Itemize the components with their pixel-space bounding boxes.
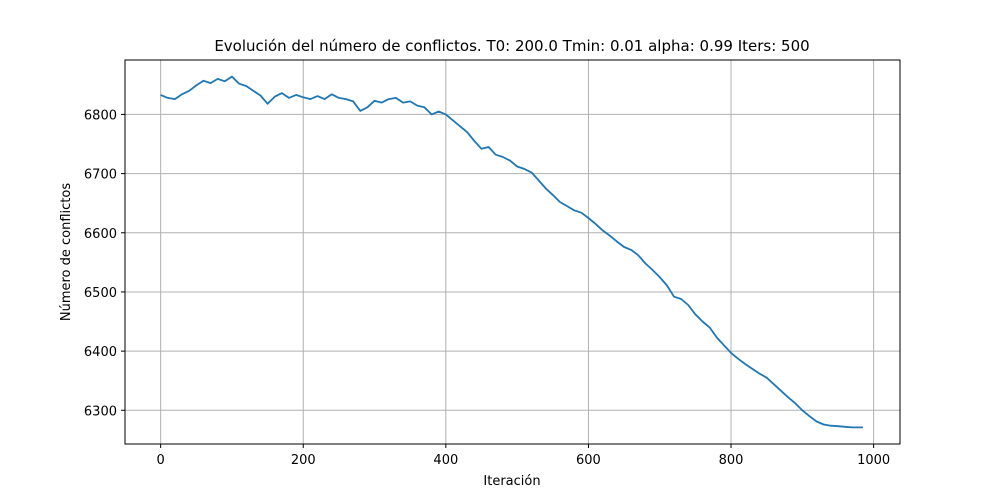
- y-tick-label: 6300: [84, 404, 117, 419]
- y-axis-label: Número de conflictos: [59, 183, 74, 321]
- x-tick-label: 400: [433, 453, 458, 468]
- y-tick-label: 6800: [84, 108, 117, 123]
- x-tick-label: 600: [576, 453, 601, 468]
- y-tick-label: 6400: [84, 345, 117, 360]
- y-tick-label: 6600: [84, 227, 117, 242]
- grid-lines: [125, 60, 900, 444]
- chart-title: Evolución del número de conflictos. T0: …: [214, 37, 809, 55]
- x-tick-label: 800: [719, 453, 744, 468]
- y-tick-label: 6500: [84, 286, 117, 301]
- series-line: [160, 75, 863, 429]
- y-tick-label: 6700: [84, 168, 117, 183]
- x-tick-label: 0: [157, 453, 165, 468]
- plot-frame: [124, 59, 901, 445]
- axis-ticks: 0 200 400 600 800 1000 6300 6400 6500 6600 6700 680…: [84, 108, 890, 468]
- x-axis-label: Iteración: [483, 474, 540, 489]
- x-tick-label: 1000: [857, 453, 890, 468]
- series-layer: [160, 75, 863, 429]
- x-tick-label: 200: [291, 453, 316, 468]
